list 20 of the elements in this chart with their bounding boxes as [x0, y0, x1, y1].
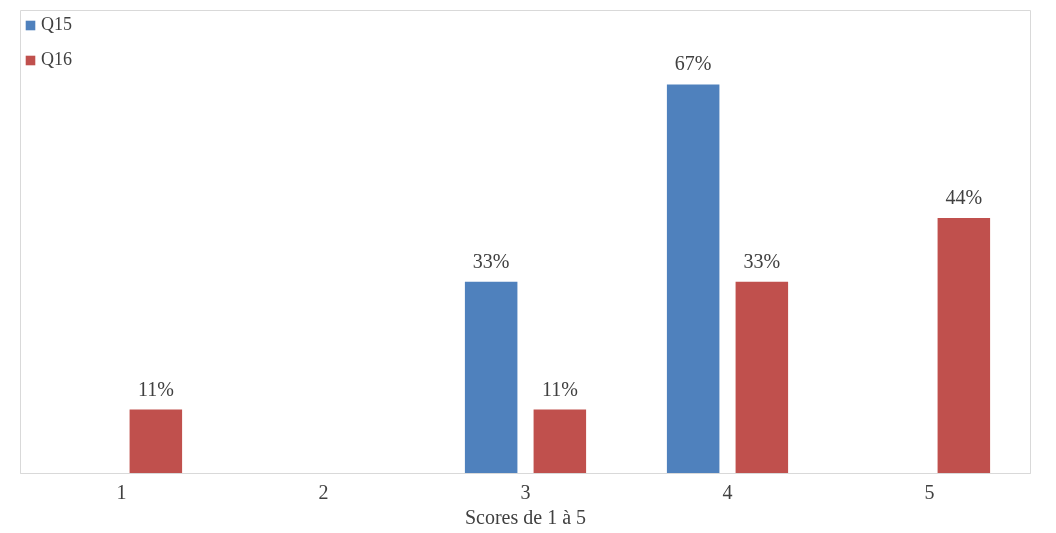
- data-label: 33%: [472, 249, 510, 272]
- data-label: 44%: [945, 185, 983, 208]
- x-axis-title: Scores de 1 à 5: [464, 505, 587, 528]
- x-tick-label: 2: [318, 480, 329, 503]
- x-tick-label: 4: [722, 480, 733, 503]
- data-label: 67%: [674, 52, 712, 75]
- x-tick-label: 3: [520, 480, 531, 503]
- bar: [937, 217, 991, 474]
- bar: [464, 281, 518, 474]
- data-label: 11%: [541, 377, 578, 400]
- bar: [735, 281, 789, 474]
- legend-label: Q15: [41, 14, 72, 35]
- bar: [666, 84, 720, 474]
- x-tick-label: 1: [116, 480, 127, 503]
- bar: [129, 409, 183, 474]
- x-tick-label: 5: [924, 480, 935, 503]
- data-label: 11%: [137, 377, 174, 400]
- legend-label: Q16: [41, 49, 72, 70]
- data-label: 33%: [743, 249, 781, 272]
- bar: [533, 409, 587, 474]
